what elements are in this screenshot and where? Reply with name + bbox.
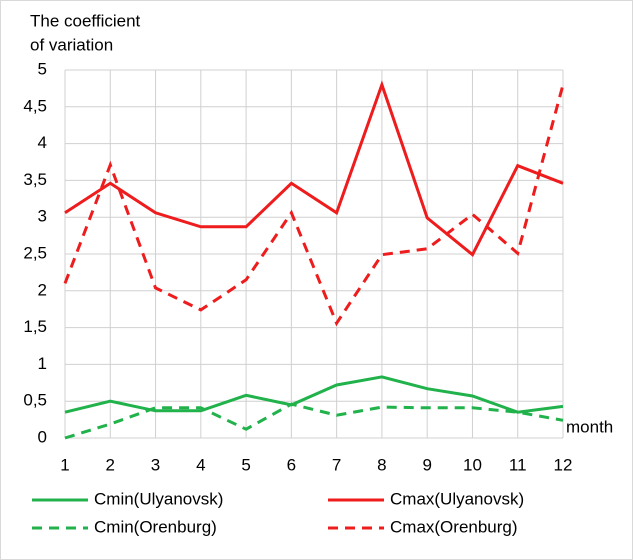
data-line	[64, 402, 564, 440]
x-tick-label: 3	[151, 455, 160, 474]
y-tick-label: 4	[38, 133, 47, 152]
x-tick-label: 4	[196, 455, 205, 474]
x-tick-label: 5	[241, 455, 250, 474]
data-line	[64, 80, 564, 258]
y-tick-label: 3,5	[23, 170, 47, 189]
x-tick-label: 6	[287, 455, 296, 474]
y-tick-label: 4,5	[23, 96, 47, 115]
y-tick-label: 1	[38, 354, 47, 373]
y-tick-label: 3	[38, 207, 47, 226]
x-tick-label: 2	[106, 455, 115, 474]
y-tick-label: 0,5	[23, 391, 47, 410]
y-axis-title: of variation	[30, 35, 113, 54]
data-line	[63, 84, 565, 327]
y-tick-label: 5	[38, 59, 47, 78]
y-tick-label: 2	[38, 280, 47, 299]
y-tick-label: 2,5	[23, 243, 47, 262]
legend-label: Cmin(Orenburg)	[94, 517, 217, 536]
y-tick-label: 0	[38, 427, 47, 446]
x-tick-label: 10	[463, 455, 482, 474]
y-axis-title: The coefficient	[30, 11, 141, 30]
x-tick-label: 11	[509, 455, 527, 474]
x-tick-label: 1	[60, 455, 69, 474]
x-tick-label: 7	[332, 455, 341, 474]
x-tick-label: 9	[422, 455, 431, 474]
x-tick-label: 12	[554, 455, 573, 474]
y-tick-label: 1,5	[23, 317, 47, 336]
legend-label: Cmax(Ulyanovsk)	[390, 489, 524, 508]
x-axis-title: month	[566, 417, 613, 436]
legend-label: Cmin(Ulyanovsk)	[94, 489, 223, 508]
legend-label: Cmax(Orenburg)	[390, 517, 518, 536]
x-tick-label: 8	[377, 455, 386, 474]
